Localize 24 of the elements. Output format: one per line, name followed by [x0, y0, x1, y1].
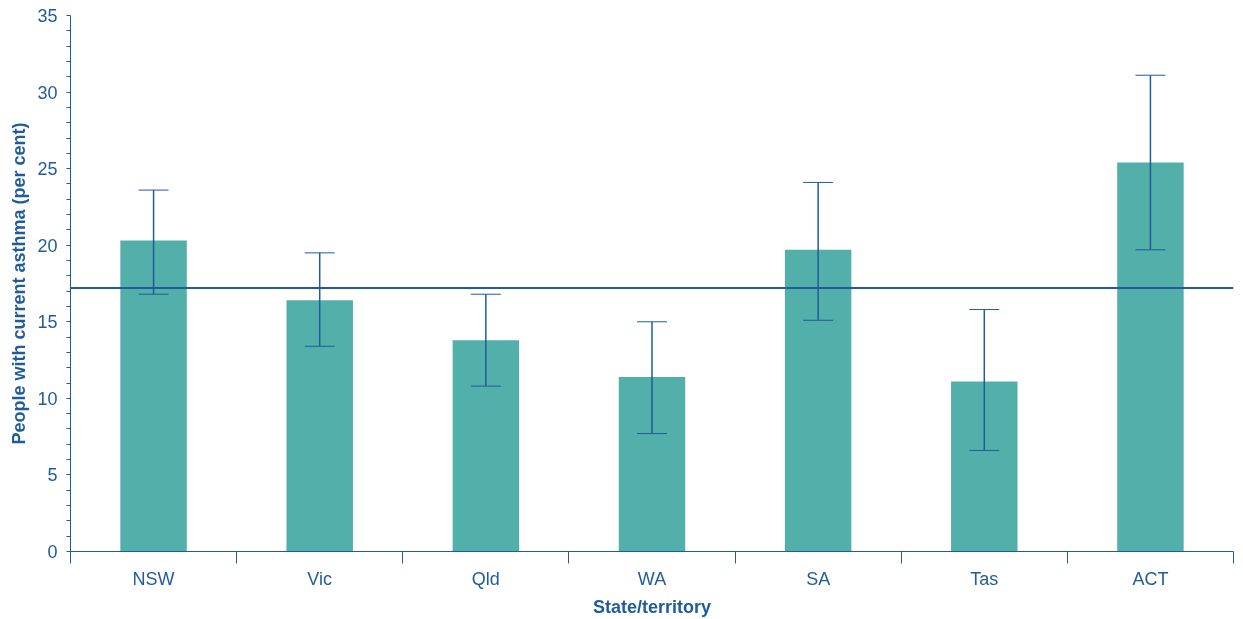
y-tick-label: 35 — [37, 6, 58, 26]
x-tick-label: Tas — [970, 568, 999, 589]
bar — [120, 240, 187, 552]
y-tick-label: 0 — [47, 542, 58, 562]
y-tick-label: 30 — [37, 82, 58, 103]
y-axis-title: People with current asthma (per cent) — [9, 122, 30, 445]
y-tick-label: 10 — [37, 388, 58, 409]
x-tick-label: NSW — [132, 568, 175, 589]
bar — [452, 340, 520, 552]
bar — [784, 249, 852, 552]
y-tick-label: 5 — [47, 465, 58, 486]
bar — [951, 381, 1018, 552]
bar — [286, 300, 353, 552]
y-tick-label: 25 — [37, 159, 58, 180]
x-tick-label: ACT — [1132, 568, 1169, 589]
y-tick-label: 20 — [37, 235, 58, 256]
x-axis-title: State/territory — [592, 596, 712, 617]
bar — [618, 376, 686, 552]
x-tick-label: Qld — [471, 568, 500, 589]
x-tick-label: SA — [806, 568, 831, 589]
y-tick-label: 15 — [37, 312, 58, 333]
x-tick-label: Vic — [307, 568, 333, 589]
x-tick-label: WA — [637, 568, 667, 589]
bar — [1117, 162, 1184, 552]
